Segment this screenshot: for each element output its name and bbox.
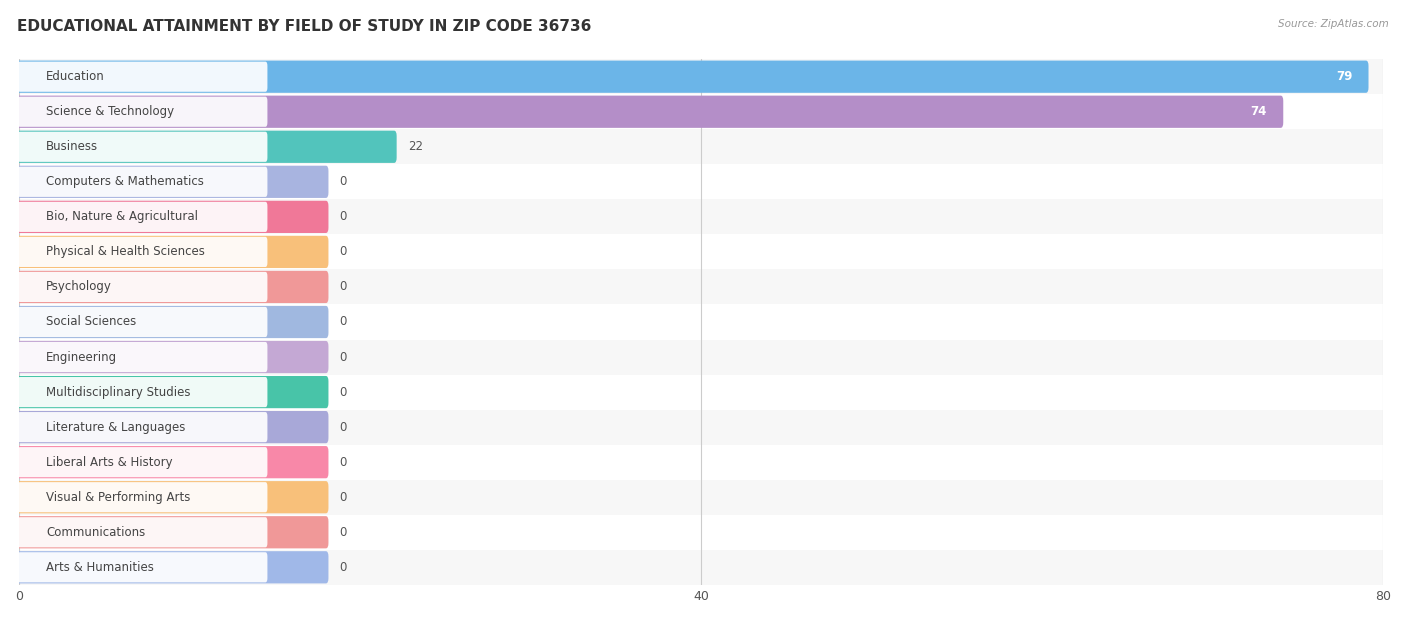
Text: 74: 74 (1251, 105, 1267, 118)
Text: Multidisciplinary Studies: Multidisciplinary Studies (46, 386, 191, 399)
FancyBboxPatch shape (17, 376, 329, 408)
Text: 0: 0 (339, 561, 347, 574)
Bar (20, 199, 1384, 234)
FancyBboxPatch shape (18, 377, 267, 407)
FancyBboxPatch shape (17, 131, 396, 163)
FancyBboxPatch shape (17, 411, 329, 443)
Text: 0: 0 (339, 351, 347, 363)
Text: Bio, Nature & Agricultural: Bio, Nature & Agricultural (46, 210, 198, 223)
FancyBboxPatch shape (17, 446, 329, 478)
FancyBboxPatch shape (18, 237, 267, 267)
Text: Source: ZipAtlas.com: Source: ZipAtlas.com (1278, 19, 1389, 29)
FancyBboxPatch shape (18, 447, 267, 477)
FancyBboxPatch shape (18, 517, 267, 547)
Text: Literature & Languages: Literature & Languages (46, 421, 186, 433)
Bar (20, 515, 1384, 550)
Text: Visual & Performing Arts: Visual & Performing Arts (46, 491, 191, 504)
Text: Arts & Humanities: Arts & Humanities (46, 561, 155, 574)
Bar (20, 410, 1384, 445)
FancyBboxPatch shape (18, 342, 267, 372)
Text: Communications: Communications (46, 526, 146, 539)
Text: Physical & Health Sciences: Physical & Health Sciences (46, 245, 205, 259)
Bar (20, 164, 1384, 199)
Text: 0: 0 (339, 386, 347, 399)
FancyBboxPatch shape (17, 61, 1368, 93)
Text: Psychology: Psychology (46, 280, 112, 293)
Text: 0: 0 (339, 456, 347, 469)
FancyBboxPatch shape (18, 62, 267, 91)
Bar (20, 339, 1384, 375)
Bar (20, 375, 1384, 410)
Text: 0: 0 (339, 526, 347, 539)
Text: 0: 0 (339, 210, 347, 223)
Bar (20, 445, 1384, 480)
Text: Business: Business (46, 140, 98, 153)
Text: 0: 0 (339, 491, 347, 504)
Text: EDUCATIONAL ATTAINMENT BY FIELD OF STUDY IN ZIP CODE 36736: EDUCATIONAL ATTAINMENT BY FIELD OF STUDY… (17, 19, 592, 34)
Bar (20, 129, 1384, 164)
FancyBboxPatch shape (17, 341, 329, 373)
FancyBboxPatch shape (17, 201, 329, 233)
Text: 0: 0 (339, 175, 347, 188)
Bar (20, 94, 1384, 129)
FancyBboxPatch shape (18, 482, 267, 512)
Text: Computers & Mathematics: Computers & Mathematics (46, 175, 204, 188)
Text: Engineering: Engineering (46, 351, 118, 363)
FancyBboxPatch shape (18, 167, 267, 197)
FancyBboxPatch shape (17, 481, 329, 514)
FancyBboxPatch shape (17, 516, 329, 548)
Text: Science & Technology: Science & Technology (46, 105, 174, 118)
Bar (20, 305, 1384, 339)
FancyBboxPatch shape (18, 202, 267, 232)
Text: 0: 0 (339, 421, 347, 433)
Text: Social Sciences: Social Sciences (46, 316, 136, 329)
Text: Education: Education (46, 70, 105, 83)
FancyBboxPatch shape (18, 132, 267, 162)
Text: Liberal Arts & History: Liberal Arts & History (46, 456, 173, 469)
FancyBboxPatch shape (18, 97, 267, 127)
Bar (20, 480, 1384, 515)
FancyBboxPatch shape (18, 552, 267, 582)
Bar (20, 269, 1384, 305)
Text: 79: 79 (1336, 70, 1353, 83)
Text: 22: 22 (408, 140, 423, 153)
Bar (20, 59, 1384, 94)
Text: 0: 0 (339, 245, 347, 259)
FancyBboxPatch shape (17, 96, 1284, 128)
FancyBboxPatch shape (18, 272, 267, 302)
Text: 0: 0 (339, 280, 347, 293)
FancyBboxPatch shape (18, 307, 267, 337)
FancyBboxPatch shape (17, 551, 329, 584)
Bar (20, 234, 1384, 269)
FancyBboxPatch shape (17, 236, 329, 268)
FancyBboxPatch shape (17, 306, 329, 338)
Bar (20, 550, 1384, 585)
FancyBboxPatch shape (17, 271, 329, 303)
Text: 0: 0 (339, 316, 347, 329)
FancyBboxPatch shape (17, 166, 329, 198)
FancyBboxPatch shape (18, 412, 267, 442)
